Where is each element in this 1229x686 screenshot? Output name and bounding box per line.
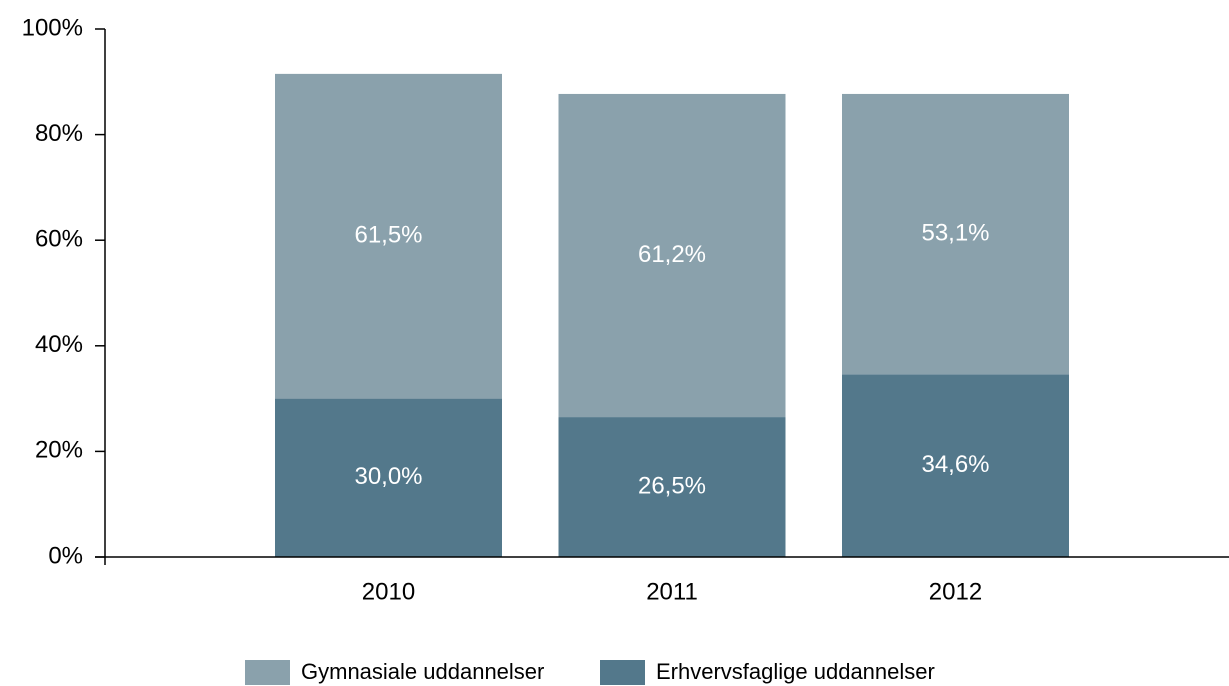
y-tick-label: 0% <box>48 542 83 569</box>
y-tick-label: 100% <box>22 14 83 41</box>
legend-label: Gymnasiale uddannelser <box>301 659 544 684</box>
value-label: 26,5% <box>638 472 706 499</box>
x-tick-label: 2011 <box>646 578 698 605</box>
legend-swatch <box>245 660 290 685</box>
value-label: 61,5% <box>354 222 422 249</box>
legend-label: Erhvervsfaglige uddannelser <box>656 659 935 684</box>
legend-swatch <box>600 660 645 685</box>
value-label: 53,1% <box>921 219 989 246</box>
y-tick-label: 40% <box>35 331 83 358</box>
bar-segment <box>275 398 502 557</box>
bar-segment <box>275 73 502 399</box>
bar-segment <box>558 93 786 418</box>
x-tick-label: 2010 <box>362 578 415 605</box>
x-tick-label: 2012 <box>929 578 982 605</box>
value-label: 30,0% <box>354 463 422 490</box>
y-tick-label: 20% <box>35 437 83 464</box>
y-tick-label: 80% <box>35 120 83 147</box>
value-label: 34,6% <box>921 451 989 478</box>
y-tick-label: 60% <box>35 226 83 253</box>
bar-segment <box>842 93 1069 375</box>
bar-segment <box>558 417 786 557</box>
bar-segment <box>842 374 1069 557</box>
value-label: 61,2% <box>638 241 706 268</box>
